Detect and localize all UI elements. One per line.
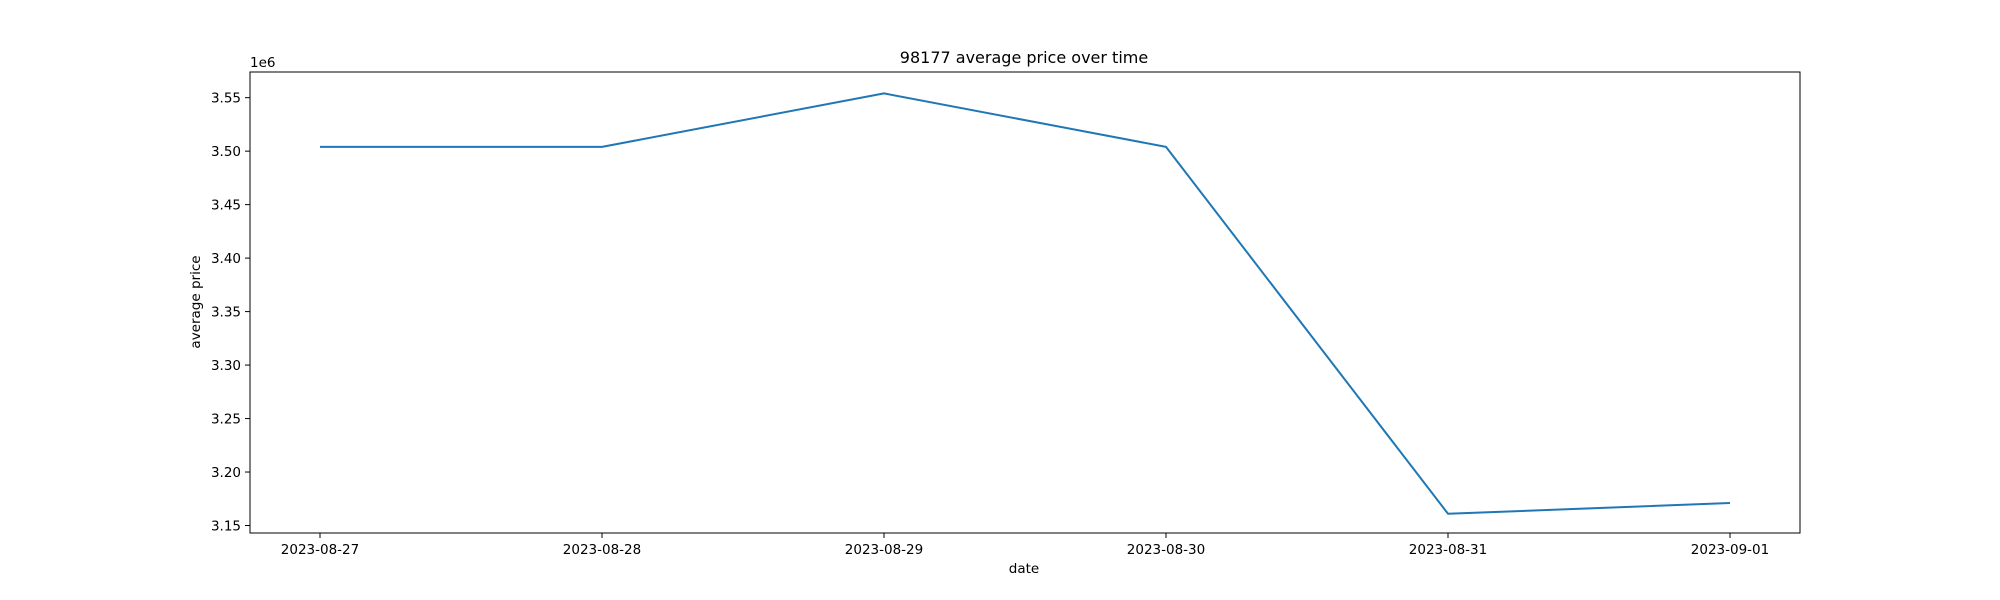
x-axis-label: date — [1009, 561, 1039, 577]
chart-title: 98177 average price over time — [900, 48, 1148, 67]
series-line — [320, 92, 1731, 515]
y-tick-label: 3.55 — [211, 91, 241, 107]
y-tick-label: 3.35 — [211, 305, 241, 321]
x-tick-label: 2023-08-30 — [1127, 542, 1205, 558]
y-axis-ticks: 3.15 3.20 3.25 3.30 3.35 3.40 3.45 3.50 3.55 — [211, 91, 250, 535]
x-tick-label: 2023-08-28 — [563, 542, 641, 558]
x-tick-label: 2023-08-27 — [281, 542, 359, 558]
x-tick-label: 2023-08-31 — [1409, 542, 1487, 558]
y-tick-label: 3.40 — [211, 251, 241, 267]
y-tick-label: 3.50 — [211, 144, 241, 160]
y-axis-label: average price — [188, 255, 204, 348]
y-tick-label: 3.30 — [211, 358, 241, 374]
y-tick-label: 3.20 — [211, 465, 241, 481]
x-tick-label: 2023-08-29 — [845, 542, 923, 558]
y-tick-label: 3.15 — [211, 519, 241, 535]
y-axis-offset-label: 1e6 — [250, 55, 275, 71]
x-tick-label: 2023-09-01 — [1691, 542, 1769, 558]
plot-area-frame — [249, 71, 1801, 534]
x-axis-ticks: 2023-08-27 2023-08-28 2023-08-29 2023-08-30… — [281, 533, 1769, 558]
y-tick-label: 3.45 — [211, 198, 241, 214]
y-tick-label: 3.25 — [211, 412, 241, 428]
series-layer — [320, 92, 1731, 515]
